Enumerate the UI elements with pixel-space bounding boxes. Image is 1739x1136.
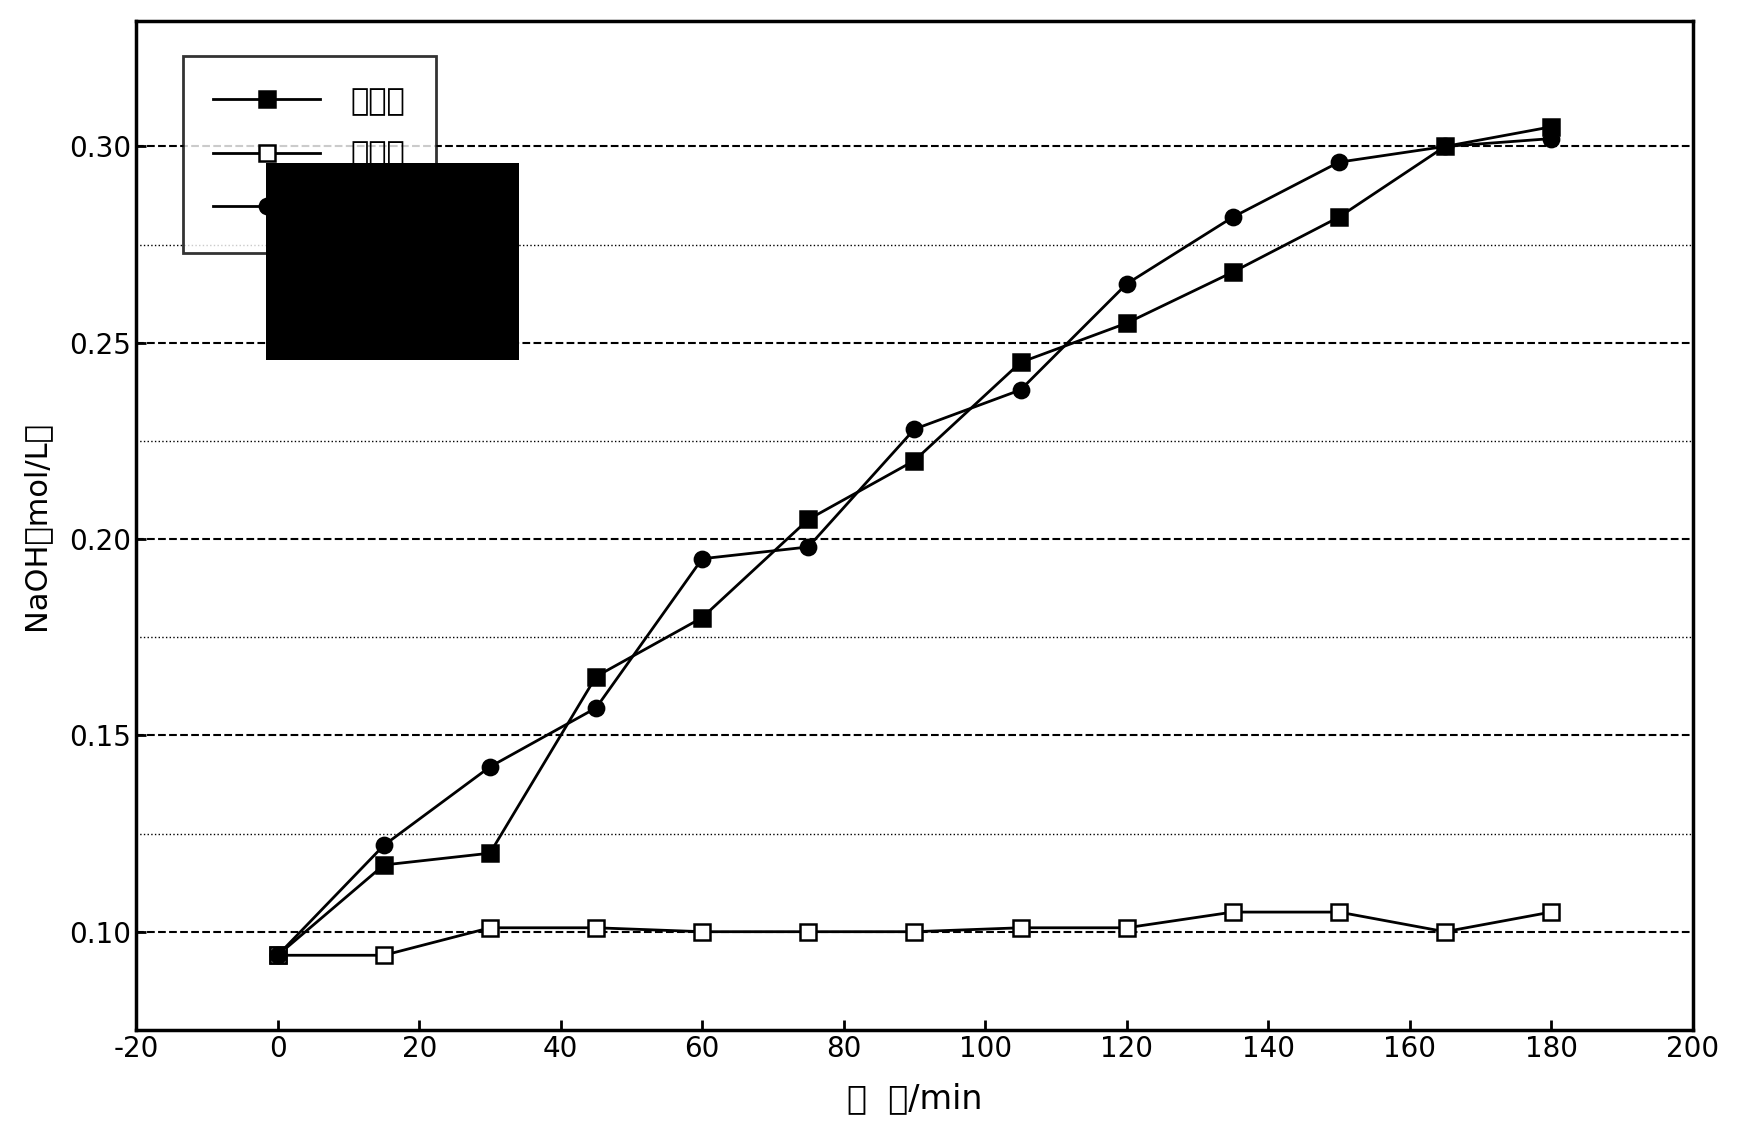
Y-axis label: NaOH（mol/L）: NaOH（mol/L） bbox=[21, 421, 50, 629]
Legend: 肆堆三, 肆堆二, 肆堆一: 肆堆三, 肆堆二, 肆堆一 bbox=[183, 57, 436, 253]
X-axis label: 时  间/min: 时 间/min bbox=[847, 1083, 981, 1116]
